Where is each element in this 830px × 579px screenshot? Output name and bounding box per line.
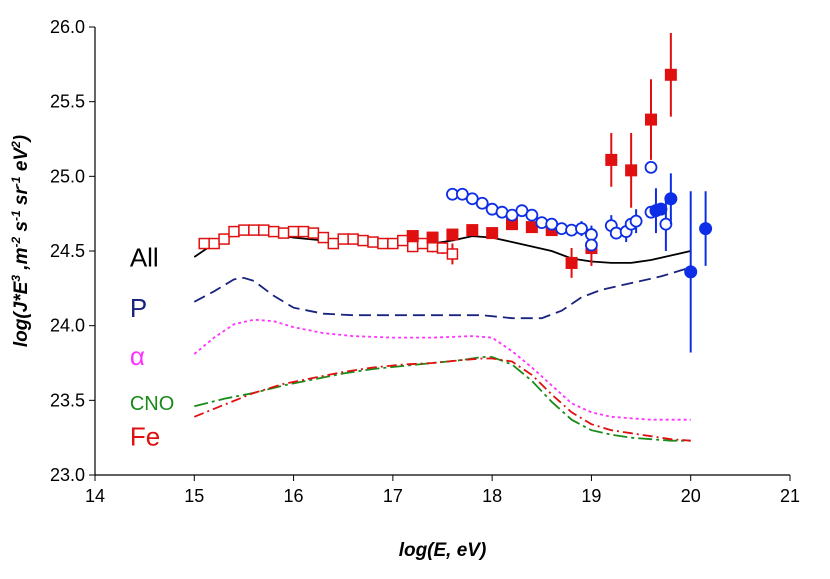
data-point-filled-square [664,68,677,81]
data-point-open-square [218,233,230,245]
series-label: Fe [130,422,160,452]
data-point-open-square [248,224,260,236]
y-axis-title-part: eV [11,147,32,177]
axes: 14 15 16 17 18 19 20 21 23.0 23.5 24.0 24.5 25.0 25.5… [50,17,800,506]
data-point-filled-circle [664,192,678,206]
y-tick-label: 25.5 [50,92,85,112]
y-tick-label: 24.5 [50,241,85,261]
data-point-filled-square [645,113,657,126]
y-axis-title-superscript: -2 [9,237,23,248]
y-tick-label: 23.5 [50,390,85,410]
data-point-open-square [397,234,409,247]
series-label: α [130,341,145,371]
x-tick-label: 20 [681,486,701,506]
x-tick-label: 15 [184,486,204,506]
data-point-open-circle [629,214,643,228]
data-point-filled-square [466,224,479,237]
data-point-filled-circle [699,222,713,236]
data-markers [198,32,713,353]
data-point-filled-square [565,256,578,269]
y-axis-title-superscript: 3 [9,275,23,282]
data-point-filled-square [486,227,499,240]
y-axis-title-part: s [11,221,32,237]
series-label: All [130,242,159,272]
data-point-open-square [238,224,250,236]
series-label: P [130,293,147,323]
y-tick-label: 23.0 [50,465,85,485]
data-point-open-square [317,231,330,244]
data-point-open-square [347,233,359,245]
data-point-open-square [367,236,379,248]
data-point-open-square [287,225,300,238]
y-tick-label: 25.0 [50,166,85,186]
data-point-open-square [416,237,429,250]
x-tick-label: 16 [284,486,304,506]
data-point-open-square [297,225,310,238]
x-tick-label: 19 [581,486,601,506]
data-point-open-circle [575,222,588,236]
y-tick-label: 26.0 [50,17,85,37]
curve-cno [194,356,691,442]
data-point-open-square [377,237,389,250]
y-axis-title-superscript: -1 [9,176,23,187]
data-point-filled-square [446,228,459,241]
data-point-filled-circle [684,265,698,279]
y-tick-label: 24.0 [50,316,85,336]
y-axis-title-superscript: 2 [9,141,23,149]
data-point-open-circle [525,208,539,222]
x-tick-label: 14 [85,486,105,506]
data-point-open-square [277,227,290,239]
series-labels: All Pα CNO Fe [130,242,174,451]
data-point-open-square [387,237,399,250]
data-point-open-square [337,233,349,245]
data-point-filled-square [406,230,419,243]
data-point-open-circle [644,160,658,174]
x-axis-title: log(E, eV) [399,540,487,561]
x-tick-label: 21 [780,486,800,506]
data-point-open-square [406,240,419,253]
data-point-open-circle [659,217,673,231]
data-point-open-square [436,242,449,254]
curve-fe [193,357,691,442]
data-point-open-square [267,225,280,238]
data-point-open-square [327,237,340,250]
data-point-open-circle [475,196,489,210]
y-axis-title-superscript: -1 [9,210,23,221]
curve-p [193,266,691,320]
curve-alpha [193,318,691,421]
data-point-open-circle [585,228,598,241]
data-point-open-square [258,224,270,236]
data-point-open-square [357,234,369,247]
x-tick-label: 18 [482,486,502,506]
data-point-filled-circle [654,202,668,216]
data-point-open-square [208,237,220,250]
y-axis-title-part: log(J*E [11,280,32,347]
data-point-filled-square [605,153,618,166]
y-axis-title: log(J*E3 ,m-2 s-1 sr-1 eV2) [9,135,32,347]
y-axis-title-part: ) [11,135,32,143]
x-tick-label: 17 [383,486,403,506]
y-axis-title-part: sr [11,185,32,210]
series-label: CNO [130,393,174,415]
y-axis-title-part: ,m [11,247,32,275]
model-curves [193,230,691,442]
data-point-filled-square [625,164,638,177]
data-point-filled-square [426,231,439,244]
data-point-open-square [198,237,210,250]
data-point-open-circle [585,238,598,252]
data-point-open-square [228,225,240,238]
data-point-open-square [446,248,459,260]
data-point-open-square [307,227,320,239]
